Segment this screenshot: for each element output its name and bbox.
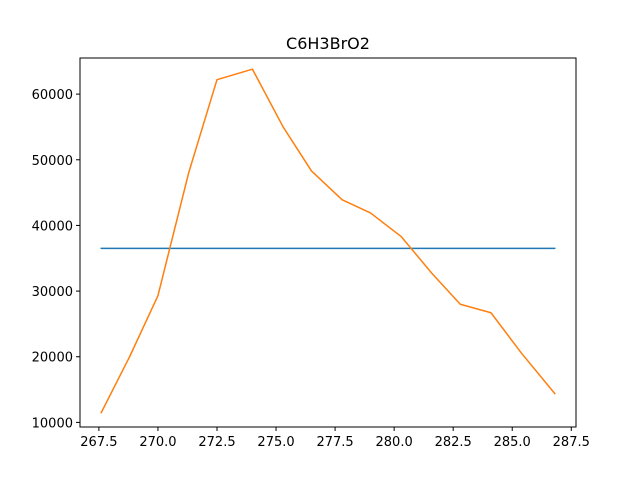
x-tick-label: 267.5 — [80, 435, 117, 450]
series-line-2 — [100, 68, 556, 414]
x-tick-label: 275.0 — [257, 435, 294, 450]
x-tick-label: 272.5 — [198, 435, 235, 450]
series-layer — [100, 68, 556, 414]
x-tick-label: 287.5 — [553, 435, 590, 450]
x-tick-label: 282.5 — [435, 435, 472, 450]
y-axis: 10000 20000 30000 40000 50000 60000 — [32, 88, 80, 431]
y-tick-label: 30000 — [32, 285, 73, 300]
x-axis: 267.5 270.0 272.5 275.0 277.5 280.0 282.5 285.0… — [80, 427, 590, 450]
y-tick-label: 10000 — [32, 416, 73, 431]
chart-title: C6H3BrO2 — [286, 34, 370, 53]
y-tick-label: 50000 — [32, 154, 73, 169]
y-tick-label: 60000 — [32, 88, 73, 103]
plot-frame — [79, 57, 577, 428]
x-tick-label: 270.0 — [139, 435, 176, 450]
x-tick-label: 280.0 — [376, 435, 413, 450]
x-tick-label: 277.5 — [316, 435, 353, 450]
x-tick-label: 285.0 — [494, 435, 531, 450]
y-tick-label: 40000 — [32, 219, 73, 234]
y-tick-label: 20000 — [32, 351, 73, 366]
